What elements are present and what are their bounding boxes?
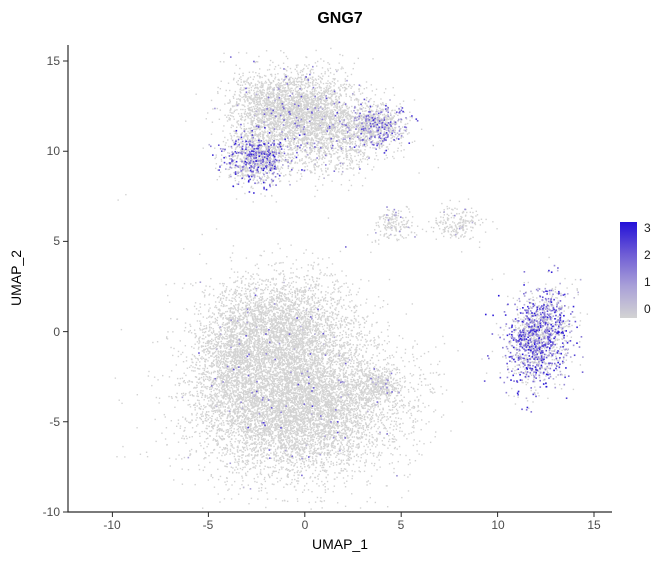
- legend-tick-label: 2: [644, 248, 651, 262]
- x-tick-label: 5: [397, 518, 405, 532]
- legend-tick-label: 1: [644, 275, 651, 289]
- legend-colorbar: [620, 222, 637, 318]
- y-tick-label: 15: [46, 54, 60, 68]
- y-tick-label: 0: [53, 325, 60, 339]
- x-tick-label: 15: [587, 518, 601, 532]
- y-tick-label: 10: [46, 144, 60, 158]
- x-tick-label: 10: [491, 518, 505, 532]
- y-tick-label: -10: [42, 505, 60, 519]
- y-axis-label: UMAP_2: [8, 249, 24, 307]
- axis-line: [67, 45, 612, 513]
- legend-tick-label: 3: [644, 221, 651, 235]
- plot-title: GNG7: [317, 10, 363, 27]
- legend-tick-label: 0: [644, 302, 651, 316]
- x-axis-tick-marks: [111, 512, 595, 517]
- x-tick-label: -5: [202, 518, 214, 532]
- x-axis-label: UMAP_1: [311, 536, 369, 552]
- y-tick-label: -5: [49, 415, 60, 429]
- y-tick-label: 5: [53, 234, 60, 248]
- x-tick-label: 0: [301, 518, 309, 532]
- x-tick-label: -10: [103, 518, 121, 532]
- y-axis-tick-marks: [63, 60, 68, 513]
